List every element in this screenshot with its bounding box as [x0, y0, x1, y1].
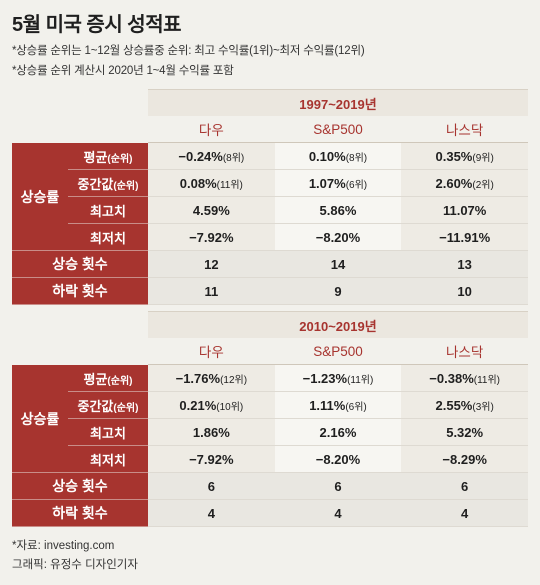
row-label: 최저치 [68, 446, 148, 473]
table-cell: 11 [148, 278, 275, 305]
table-cell: −7.92% [148, 224, 275, 251]
table-cell: −0.24%(8위) [148, 143, 275, 170]
table-cell: 10 [401, 278, 528, 305]
table-cell: 12 [148, 251, 275, 278]
row-label: 중간값(순위) [68, 392, 148, 419]
table-cell: 0.10%(8위) [274, 143, 402, 170]
table-cell: 1.11%(6위) [274, 392, 402, 419]
table-cell: 0.35%(9위) [401, 143, 528, 170]
table-cell: 4 [148, 500, 275, 527]
table-row: 하락 횟수 11 9 10 [12, 278, 528, 305]
table-cell: 5.86% [274, 197, 402, 224]
column-header-sp500: S&P500 [274, 338, 402, 365]
table-cell: 11.07% [401, 197, 528, 224]
table-cell: 6 [401, 473, 528, 500]
table-cell: 0.21%(10위) [148, 392, 275, 419]
row-label: 최저치 [68, 224, 148, 251]
table-cell: 2.55%(3위) [401, 392, 528, 419]
table-row: 상승 횟수 6 6 6 [12, 473, 528, 500]
table-cell: −1.23%(11위) [274, 365, 402, 392]
table-cell: −8.20% [274, 224, 402, 251]
table-cell: 6 [148, 473, 275, 500]
row-label: 최고치 [68, 419, 148, 446]
column-header-dow: 다우 [148, 116, 275, 143]
table-cell: 4 [274, 500, 402, 527]
table-row: 상승률 평균(순위) −0.24%(8위) 0.10%(8위) 0.35%(9위… [12, 143, 528, 251]
source-note: *자료: investing.com [12, 540, 115, 552]
period-label: 2010~2019년 [148, 311, 528, 338]
column-header-nasdaq: 나스닥 [401, 338, 528, 365]
table-2010-2019: 2010~2019년 다우 S&P500 나스닥 상승률 평균(순위) −1.7… [12, 311, 528, 527]
table-cell: 2.60%(2위) [401, 170, 528, 197]
row-label: 최고치 [68, 197, 148, 224]
row-label: 평균(순위) [68, 365, 148, 392]
rise-count-label: 상승 횟수 [12, 251, 148, 278]
graphic-credit: 그래픽: 유정수 디자인기자 [12, 559, 138, 571]
column-header-row: 다우 S&P500 나스닥 [12, 116, 528, 143]
table-row: 하락 횟수 4 4 4 [12, 500, 528, 527]
table-cell: 13 [401, 251, 528, 278]
fall-count-label: 하락 횟수 [12, 500, 148, 527]
table-cell: −11.91% [401, 224, 528, 251]
table-row: 최저치 −7.92% −8.20% −8.29% [12, 446, 528, 473]
row-label: 중간값(순위) [68, 170, 148, 197]
table-cell: 1.86% [148, 419, 275, 446]
table-cell: 14 [274, 251, 402, 278]
table-row: 중간값(순위) 0.08%(11위) 1.07%(6위) 2.60%(2위) [12, 170, 528, 197]
table-row: 상승 횟수 12 14 13 [12, 251, 528, 278]
page-title: 5월 미국 증시 성적표 [12, 14, 182, 36]
table-cell: 1.07%(6위) [274, 170, 402, 197]
column-header-nasdaq: 나스닥 [401, 116, 528, 143]
row-label: 평균(순위) [68, 143, 148, 170]
table-cell: 0.08%(11위) [148, 170, 275, 197]
column-header-dow: 다우 [148, 338, 275, 365]
table-row: 최고치 1.86% 2.16% 5.32% [12, 419, 528, 446]
table-row: 중간값(순위) 0.21%(10위) 1.11%(6위) 2.55%(3위) [12, 392, 528, 419]
table-row: 최고치 4.59% 5.86% 11.07% [12, 197, 528, 224]
table-cell: 5.32% [401, 419, 528, 446]
fall-count-label: 하락 횟수 [12, 278, 148, 305]
column-header-sp500: S&P500 [274, 116, 402, 143]
table-cell: 9 [274, 278, 402, 305]
table-1997-2019: 1997~2019년 다우 S&P500 나스닥 상승률 평균(순위) −0.2… [12, 89, 528, 305]
table-cell: 4 [401, 500, 528, 527]
table-cell: −7.92% [148, 446, 275, 473]
table-row: 상승률 평균(순위) −1.76%(12위) −1.23%(11위) −0.38… [12, 365, 528, 473]
table-row: 최저치 −7.92% −8.20% −11.91% [12, 224, 528, 251]
table-cell: 2.16% [274, 419, 402, 446]
footnote-rank: *상승률 순위는 1~12월 상승률중 순위: 최고 수익률(1위)~최저 수익… [12, 45, 365, 57]
period-row: 2010~2019년 [12, 311, 528, 338]
rise-count-label: 상승 횟수 [12, 473, 148, 500]
period-row: 1997~2019년 [12, 89, 528, 116]
table-cell: 6 [274, 473, 402, 500]
category-label: 상승률 [12, 365, 68, 473]
table-cell: −0.38%(11위) [401, 365, 528, 392]
table-cell: −1.76%(12위) [148, 365, 275, 392]
category-label: 상승률 [12, 143, 68, 251]
period-label: 1997~2019년 [148, 89, 528, 116]
table-cell: 4.59% [148, 197, 275, 224]
table-cell: −8.20% [274, 446, 402, 473]
footnote-calc: *상승률 순위 계산시 2020년 1~4월 수익률 포함 [12, 65, 234, 77]
table-cell: −8.29% [401, 446, 528, 473]
column-header-row: 다우 S&P500 나스닥 [12, 338, 528, 365]
